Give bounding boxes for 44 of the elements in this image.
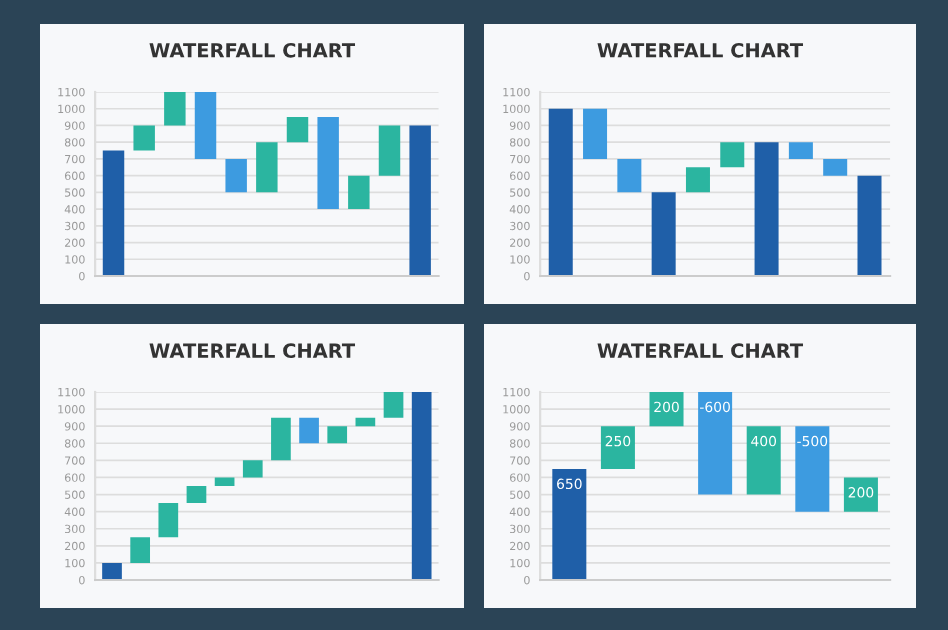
- bar: [214, 477, 235, 486]
- bar: [649, 392, 684, 427]
- bar: [158, 503, 179, 538]
- bar: [383, 392, 404, 418]
- bar: [795, 426, 830, 512]
- bar: [348, 175, 370, 210]
- bar: [857, 175, 882, 276]
- bar: [102, 562, 122, 580]
- bar: [194, 92, 217, 159]
- chart-title: WATERFALL CHART: [149, 42, 356, 58]
- bar: [378, 125, 401, 176]
- bar: [754, 142, 779, 276]
- bar: [299, 417, 319, 444]
- bar: [271, 417, 291, 461]
- bar: [698, 392, 733, 495]
- chart-title: WATERFALL CHART: [597, 343, 804, 359]
- bar: [583, 108, 608, 159]
- bar: [843, 477, 878, 512]
- bar: [225, 158, 247, 193]
- bar: [552, 468, 587, 580]
- bar: [242, 460, 263, 478]
- bar: [327, 426, 348, 444]
- bar: [133, 125, 155, 151]
- bar: [102, 150, 125, 276]
- chart-title: WATERFALL CHART: [597, 42, 804, 58]
- bar: [256, 142, 278, 193]
- bar: [720, 142, 745, 168]
- chart-title: WATERFALL CHART: [149, 343, 356, 359]
- bar: [651, 192, 676, 276]
- bar: [685, 167, 710, 193]
- bar: [788, 142, 813, 159]
- bar: [186, 486, 207, 504]
- bar: [355, 417, 376, 427]
- bar: [317, 117, 339, 210]
- bar: [164, 92, 186, 126]
- bar: [600, 426, 635, 469]
- bar: [286, 117, 309, 143]
- bar: [823, 158, 848, 176]
- bar: [548, 108, 573, 276]
- bar: [617, 158, 642, 193]
- bar: [130, 537, 151, 563]
- bar: [746, 426, 781, 495]
- bar: [411, 392, 432, 580]
- bar: [409, 125, 431, 276]
